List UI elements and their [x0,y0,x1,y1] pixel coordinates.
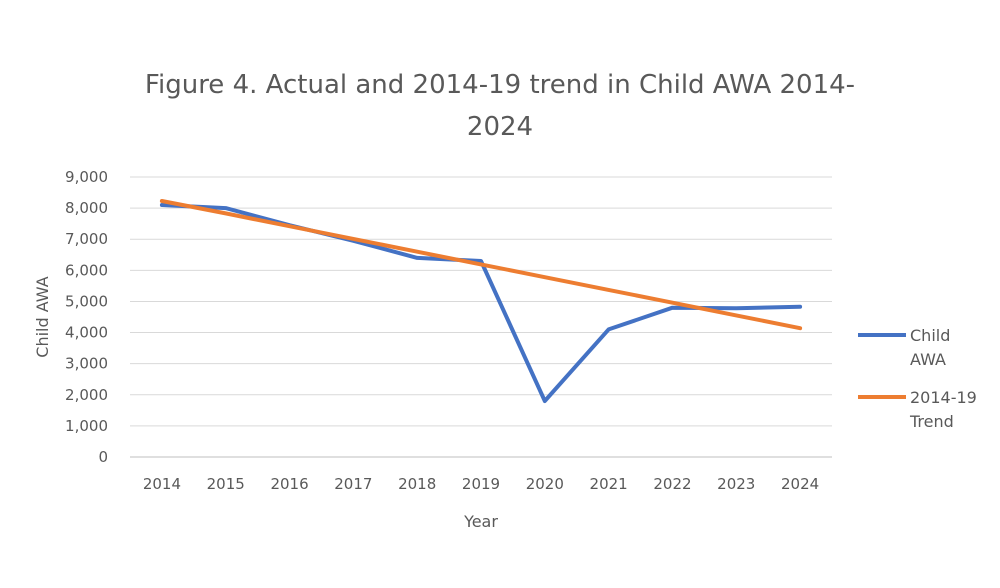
series-line [159,199,803,331]
x-tick-label: 2021 [590,475,628,493]
series-line [159,203,803,403]
y-axis-ticks: 0 1,000 2,000 3,000 4,000 5,000 6,000 7,000 8,00… [65,168,108,466]
x-axis-ticks: 2014 2015 2016 2017 2018 2019 2020 2021 2022 2023… [143,475,819,493]
x-tick-label: 2023 [717,475,755,493]
x-tick-label: 2014 [143,475,181,493]
x-tick-label: 2024 [781,475,819,493]
y-tick-label: 5,000 [65,292,108,310]
x-tick-label: 2015 [207,475,245,493]
y-tick-label: 1,000 [65,417,108,435]
x-tick-label: 2020 [526,475,564,493]
y-tick-label: 0 [98,448,108,466]
x-axis-title: Year [463,512,498,531]
y-axis-title: Child AWA [33,276,52,357]
y-tick-label: 4,000 [65,324,108,342]
chart-title-line-2: 2024 [466,112,534,142]
legend-label: 2014-19 [910,388,977,407]
legend-label: Trend [909,412,954,431]
x-tick-label: 2022 [653,475,691,493]
y-tick-label: 6,000 [65,261,108,279]
legend: Child AWA 2014-19 Trend [858,326,977,431]
legend-label: Child [910,326,950,345]
legend-label: AWA [910,350,946,369]
x-tick-label: 2019 [462,475,500,493]
chart-title-line-1: Figure 4. Actual and 2014-19 trend in Ch… [144,70,856,100]
y-tick-label: 8,000 [65,199,108,217]
y-tick-label: 2,000 [65,386,108,404]
x-tick-label: 2018 [398,475,436,493]
y-tick-label: 7,000 [65,230,108,248]
x-tick-label: 2017 [334,475,372,493]
y-tick-label: 9,000 [65,168,108,186]
gridlines [130,176,832,458]
x-tick-label: 2016 [270,475,308,493]
y-tick-label: 3,000 [65,355,108,373]
series-lines [159,199,803,403]
